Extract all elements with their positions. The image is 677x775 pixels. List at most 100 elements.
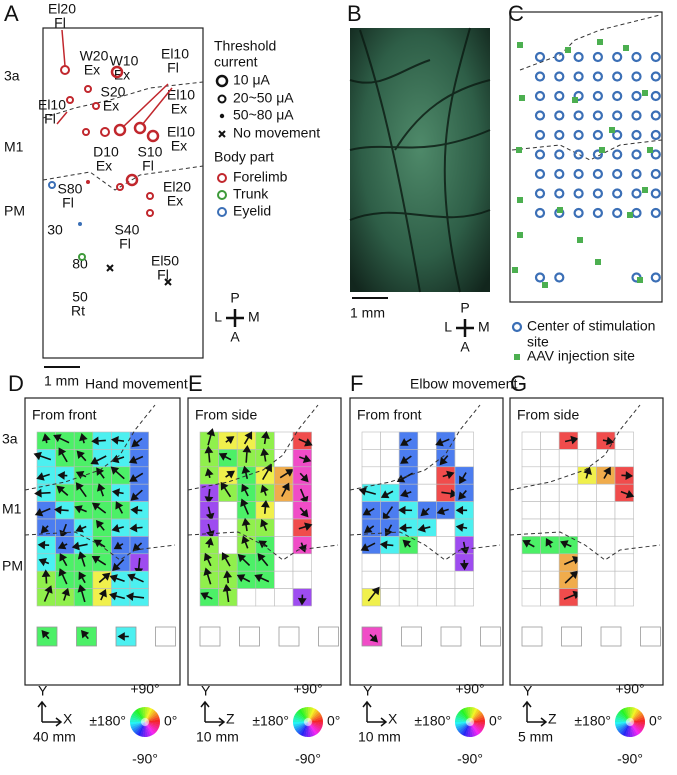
color-wheel	[618, 722, 630, 734]
color-wheel	[618, 710, 630, 722]
legend-label: 10 μA	[233, 72, 271, 88]
color-wheel	[630, 710, 642, 722]
color-wheel	[455, 722, 470, 730]
movement-arrow	[560, 540, 572, 549]
grid-cell	[596, 518, 616, 537]
stimulation-site	[573, 188, 584, 199]
injection-site	[595, 259, 601, 265]
legend-title: Threshold	[214, 38, 276, 54]
grid-cell	[398, 553, 419, 572]
grid-cell	[577, 536, 597, 555]
boundary	[24, 531, 176, 561]
grid-cell	[361, 553, 381, 572]
grid-cell	[521, 588, 541, 607]
boundary	[42, 165, 204, 191]
stimulation-site	[592, 71, 604, 82]
legend-marker	[511, 321, 523, 333]
movement-arrow	[367, 586, 380, 602]
grid-cell	[640, 626, 661, 647]
movement-arrow	[37, 540, 50, 550]
site-movement: Fl	[167, 60, 179, 76]
site-label: El50	[151, 253, 179, 269]
legend-label: Eyelid	[233, 203, 271, 219]
grid-cell	[361, 449, 381, 468]
grid-cell	[454, 449, 474, 468]
legend-marker	[215, 74, 229, 88]
grid-cell	[596, 483, 616, 502]
grid-cell	[417, 449, 437, 468]
movement-arrow	[400, 489, 412, 498]
grid-cell	[417, 588, 437, 607]
movement-arrow	[398, 505, 413, 515]
stimulation-site	[534, 129, 546, 141]
injection-site	[597, 39, 603, 45]
movement-arrow	[59, 553, 68, 567]
stimulation-site	[592, 90, 604, 102]
movement-arrow	[223, 570, 233, 584]
movement-arrow	[243, 431, 253, 445]
movement-arrow	[398, 523, 412, 533]
stimulation-site	[573, 110, 584, 121]
grid-cell	[380, 449, 400, 468]
compass-label: A	[460, 339, 470, 355]
color-wheel	[132, 722, 145, 732]
color-wheel	[131, 712, 145, 722]
region-label: 3a	[2, 431, 18, 447]
injection-site	[516, 147, 522, 153]
color-wheel	[470, 722, 478, 737]
grid-cell	[540, 449, 560, 468]
site-marker	[113, 123, 127, 137]
color-wheel	[470, 708, 480, 722]
color-wheel	[457, 722, 470, 732]
movement-arrow	[53, 434, 70, 444]
stimulation-site	[650, 207, 661, 219]
site-marker	[66, 96, 74, 104]
stimulation-site	[592, 110, 604, 121]
panel-letter: C	[508, 1, 524, 26]
color-wheel	[615, 722, 630, 730]
view-label: From front	[357, 407, 422, 423]
legend-marker	[514, 354, 520, 360]
movement-arrow	[75, 482, 87, 498]
grid-cell	[417, 553, 437, 572]
site-label: El10	[38, 97, 66, 113]
movement-arrow	[298, 438, 313, 447]
movement-arrow	[455, 523, 468, 532]
grid-cell	[540, 483, 560, 502]
movement-arrow	[241, 465, 251, 480]
stimulation-site	[650, 90, 661, 102]
movement-arrow	[96, 483, 106, 497]
stimulation-site	[650, 110, 661, 121]
movement-arrow	[298, 522, 313, 531]
site-movement: Ex	[84, 62, 100, 78]
boundary	[509, 531, 661, 561]
grid-cell	[577, 449, 597, 468]
movement-arrow	[299, 472, 309, 483]
legend-label: Forelimb	[233, 169, 288, 185]
injection-site	[572, 97, 578, 103]
color-wheel	[145, 722, 153, 737]
movement-arrow	[75, 471, 87, 479]
site-marker	[60, 65, 70, 75]
movement-arrow	[563, 556, 581, 566]
grid-cell	[380, 431, 400, 450]
movement-arrow	[240, 498, 250, 515]
injection-site	[627, 212, 633, 218]
color-wheel	[145, 722, 159, 732]
leader-line	[141, 87, 173, 126]
grid-cell	[380, 466, 400, 485]
grid-cell	[274, 536, 294, 555]
no-movement-marker	[164, 278, 172, 286]
site-marker	[146, 192, 154, 200]
movement-arrow	[620, 489, 635, 499]
stimulation-site	[650, 188, 661, 199]
site-marker	[84, 85, 92, 93]
color-wheel	[470, 722, 480, 735]
stimulation-site	[534, 149, 546, 160]
compass-label: L	[214, 309, 222, 325]
grid-cell	[540, 588, 560, 607]
color-wheel	[622, 722, 630, 737]
grid-cell	[577, 483, 597, 502]
stimulation-site	[631, 71, 642, 82]
movement-arrow	[279, 469, 294, 479]
